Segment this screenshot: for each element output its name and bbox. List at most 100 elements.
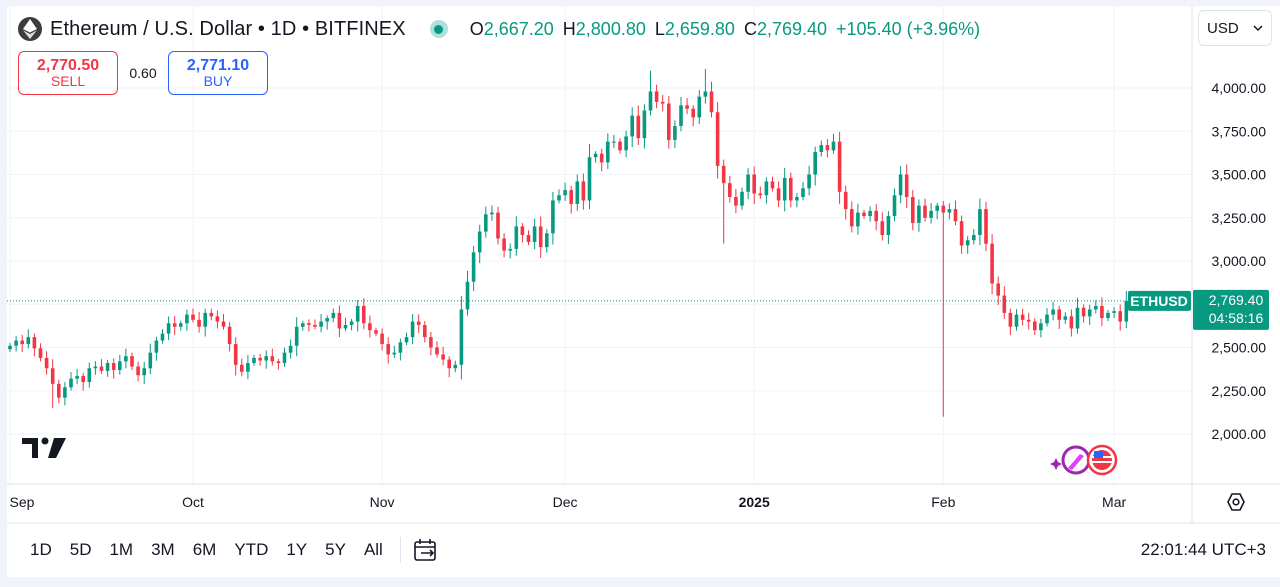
candle-body <box>111 363 116 370</box>
price-axis[interactable]: 4,000.00 3,750.00 3,500.00 3,250.00 3,000.00… <box>1212 80 1267 442</box>
range-button-all[interactable]: All <box>363 540 383 559</box>
candle-body <box>276 361 281 364</box>
candle-body <box>709 91 714 113</box>
candle-body <box>203 312 207 327</box>
price-tick-label: 3,000.00 <box>1212 253 1267 269</box>
price-tick-label: 3,750.00 <box>1212 123 1267 139</box>
candle-body <box>569 190 573 204</box>
candle-body <box>526 235 531 242</box>
candle-body <box>563 190 567 196</box>
chart-settings-button[interactable] <box>1222 488 1250 516</box>
range-button-6m[interactable]: 6M <box>192 540 217 559</box>
candle-body <box>105 363 110 371</box>
candle-body <box>990 243 994 284</box>
candle-body <box>130 356 134 367</box>
candle-body <box>398 342 403 353</box>
candle-body <box>63 387 67 398</box>
range-button-1y[interactable]: 1Y <box>286 540 308 559</box>
candle-body <box>1106 312 1110 319</box>
promo-badges-icon[interactable] <box>1050 444 1124 476</box>
time-axis[interactable]: Sep Oct Nov Dec 2025 Feb Mar <box>10 494 1127 510</box>
buy-button[interactable]: 2,771.10 BUY <box>168 51 268 95</box>
ohlc-low-value: 2,659.80 <box>664 18 735 39</box>
candle-body <box>252 357 256 364</box>
currency-select[interactable]: USD <box>1198 10 1272 46</box>
candle-body <box>953 209 958 222</box>
candle-body <box>667 103 671 140</box>
range-button-3m[interactable]: 3M <box>151 540 175 559</box>
candle-body <box>752 174 756 194</box>
candle-body <box>892 195 897 217</box>
candle-body <box>282 352 287 364</box>
market-open-icon[interactable] <box>429 20 448 38</box>
candle-body <box>642 110 647 139</box>
range-button-ytd[interactable]: YTD <box>234 540 269 559</box>
symbol-tag <box>1128 290 1191 311</box>
candle-body <box>288 345 293 353</box>
candle-body <box>819 145 824 153</box>
sell-label: SELL <box>50 73 86 90</box>
candle-body <box>904 174 909 197</box>
trade-buttons: 2,770.50 SELL 0.60 2,771.10 BUY <box>18 51 268 95</box>
candle-body <box>813 152 817 175</box>
candle-body <box>1045 314 1049 324</box>
range-button-5y[interactable]: 5Y <box>325 540 346 559</box>
candle-body <box>715 112 720 166</box>
candle-body <box>959 221 964 246</box>
candle-body <box>392 352 397 355</box>
candle-body <box>1033 321 1037 331</box>
candle-body <box>294 326 299 346</box>
ohlc-low-key: L <box>654 18 665 39</box>
time-tick-label: Sep <box>10 494 35 510</box>
range-button-1d[interactable]: 1D <box>30 540 52 559</box>
candle-body <box>599 153 604 163</box>
candle-body <box>843 191 848 210</box>
candle-body <box>75 376 79 379</box>
candle-body <box>575 181 580 204</box>
candle-body <box>965 240 970 246</box>
candle-body <box>1008 312 1013 327</box>
sell-price: 2,770.50 <box>36 56 100 74</box>
candle-body <box>606 141 610 163</box>
candle-body <box>868 210 872 217</box>
symbol-title[interactable]: Ethereum / U.S. Dollar • 1D • BITFINEX <box>50 17 406 40</box>
candle-body <box>929 210 933 218</box>
ohlc-close-value: 2,769.40 <box>756 18 828 39</box>
candle-body <box>532 226 537 242</box>
candle-body <box>624 136 628 151</box>
candle-body <box>917 205 921 223</box>
range-button-5d[interactable]: 5D <box>69 540 92 559</box>
candle-body <box>221 321 226 327</box>
sell-button[interactable]: 2,770.50 SELL <box>18 51 118 95</box>
candle-body <box>837 141 842 192</box>
last-price-badge <box>1193 289 1269 330</box>
candle-body <box>349 321 354 326</box>
candle-body <box>307 323 311 326</box>
candle-body <box>1039 323 1043 331</box>
range-button-1m[interactable]: 1M <box>109 540 134 559</box>
timezone-clock[interactable]: 22:01:44 UTC+3 <box>1140 540 1266 559</box>
bar-countdown: 04:58:16 <box>1209 310 1264 326</box>
candle-body <box>618 141 622 151</box>
candle-body <box>996 283 1000 296</box>
candle-body <box>636 115 641 139</box>
candle-body <box>691 108 695 118</box>
symbol-legend: Ethereum / U.S. Dollar • 1D • BITFINEX O… <box>18 14 980 44</box>
ohlc-open-key: O <box>469 18 484 39</box>
time-tick-label: Dec <box>553 494 578 510</box>
candle-body <box>514 226 519 249</box>
price-tick-label: 2,250.00 <box>1212 383 1267 399</box>
candle-body <box>319 321 323 327</box>
candle-body <box>1094 305 1098 310</box>
candle-body <box>587 157 592 201</box>
candle-body <box>856 212 860 227</box>
tradingview-logo-icon[interactable] <box>22 436 68 460</box>
candle-body <box>593 153 598 158</box>
candle-body <box>38 348 43 358</box>
candle-body <box>801 188 805 197</box>
date-range-button[interactable] <box>409 533 443 567</box>
candle-body <box>410 321 415 338</box>
candle-body <box>246 363 250 372</box>
candle-body <box>911 196 915 223</box>
